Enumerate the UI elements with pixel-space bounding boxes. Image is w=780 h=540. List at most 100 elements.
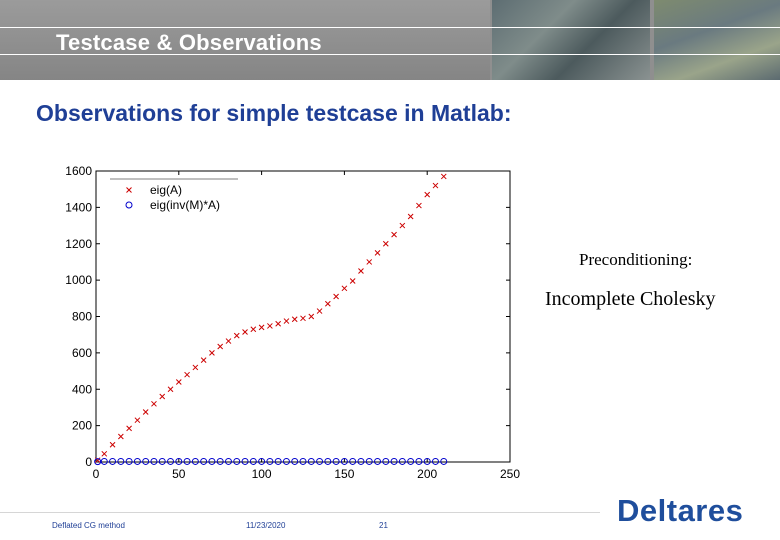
eig-precond-point <box>158 457 166 465</box>
eig-precond-point <box>258 457 266 465</box>
eig-a-point <box>374 249 381 256</box>
eig-a-point <box>167 386 174 393</box>
eig-a-point <box>159 393 166 400</box>
eig-a-point <box>142 409 149 415</box>
eig-precond-point <box>183 457 191 465</box>
eig-a-point <box>109 441 116 448</box>
footer-page-number: 21 <box>379 521 388 530</box>
eig-precond-point <box>94 458 102 466</box>
eig-precond-point <box>100 457 108 465</box>
legend-label-eig-precond: eig(inv(M)*A) <box>150 198 220 212</box>
eig-precond-point <box>167 457 175 465</box>
eig-precond-point <box>224 457 232 465</box>
eig-a-point <box>101 450 108 457</box>
footer-title: Deflated CG method <box>52 521 125 530</box>
eig-a-point <box>217 343 224 350</box>
legend-marker-eig-a <box>126 187 132 193</box>
y-tick-label: 1600 <box>65 164 92 178</box>
eigenvalue-scatter-chart: 0 50 100 150 200 250 0 200 400 600 800 1000 1200 1400… <box>65 164 520 481</box>
eig-precond-point <box>415 457 423 465</box>
eig-a-point <box>242 329 248 335</box>
eig-precond-point <box>142 457 150 465</box>
eig-a-point <box>391 231 397 238</box>
footer-divider <box>0 512 600 513</box>
eig-precond-point <box>307 457 315 465</box>
aerial-photo <box>654 0 780 80</box>
eig-a-point <box>275 320 282 327</box>
eig-a-point <box>349 278 356 284</box>
footer-date: 11/23/2020 <box>246 521 286 530</box>
eig-a-point <box>175 379 182 385</box>
eig-precond-point <box>340 457 348 465</box>
eig-a-point <box>366 259 373 265</box>
y-tick-label: 200 <box>72 419 92 433</box>
eig-precond-point <box>423 457 431 465</box>
eig-precond-point <box>332 457 340 465</box>
y-tick-label: 1400 <box>65 200 92 214</box>
eig-precond-point <box>109 457 117 465</box>
plot-frame <box>95 170 511 463</box>
slide-header-title: Testcase & Observations <box>56 30 322 55</box>
eig-precond-point <box>117 457 125 465</box>
eig-precond-point <box>249 457 257 465</box>
header-bottom-line <box>0 54 780 55</box>
eig-a-point <box>283 318 290 324</box>
eig-precond-point <box>175 457 183 465</box>
eig-a-point <box>250 326 257 333</box>
eig-a-point <box>258 324 265 331</box>
legend-label-eig-a: eig(A) <box>150 183 182 197</box>
eig-precond-point <box>407 457 415 465</box>
eig-precond-point <box>241 457 249 465</box>
eig-precond-point <box>382 457 390 465</box>
eig-precond-point <box>216 457 224 465</box>
eig-precond-point <box>191 457 199 465</box>
y-tick-label: 600 <box>72 346 92 360</box>
eig-precond-point <box>200 457 208 465</box>
eig-a-point <box>358 268 364 274</box>
eig-a-point <box>432 182 439 189</box>
eig-precond-point <box>291 457 299 465</box>
y-tick-label: 800 <box>72 310 92 324</box>
eig-precond-point <box>398 457 406 465</box>
x-tick-label: 150 <box>334 467 354 481</box>
eig-precond-point <box>282 457 290 465</box>
eig-a-point <box>416 202 422 209</box>
x-tick-label: 100 <box>252 467 272 481</box>
eig-precond-point <box>233 457 241 465</box>
eig-precond-point <box>357 457 365 465</box>
eig-a-point <box>333 293 339 300</box>
x-tick-label: 50 <box>172 467 186 481</box>
eig-precond-point <box>440 457 448 465</box>
eig-a-point <box>382 240 389 247</box>
eig-precond-point <box>374 457 382 465</box>
eig-precond-point <box>316 457 324 465</box>
eig-precond-point <box>266 457 274 465</box>
eig-precond-point <box>390 457 398 465</box>
eig-precond-point <box>150 457 158 465</box>
x-tick-label: 200 <box>417 467 437 481</box>
eig-a-point <box>407 213 414 220</box>
eig-a-point <box>225 338 232 344</box>
eig-a-point <box>316 308 323 314</box>
eig-precond-point <box>208 457 216 465</box>
eig-precond-point <box>125 457 133 465</box>
y-tick-label: 400 <box>72 382 92 396</box>
preconditioning-label: Preconditioning: <box>579 250 693 269</box>
eig-a-point <box>341 285 348 292</box>
eig-precond-point <box>365 457 373 465</box>
eig-precond-point <box>431 457 439 465</box>
deltares-logo: Deltares <box>617 493 744 528</box>
y-tick-label: 1000 <box>65 273 92 287</box>
eig-a-point <box>117 433 124 440</box>
eig-precond-point <box>349 457 357 465</box>
eig-a-point <box>324 300 331 307</box>
eig-precond-point <box>274 457 282 465</box>
header-bar: Testcase & Observations <box>0 0 780 80</box>
eig-a-point <box>424 191 431 198</box>
eig-a-point <box>126 425 132 432</box>
eig-precond-point <box>324 457 332 465</box>
eig-a-point <box>209 350 215 356</box>
eig-a-point <box>134 417 141 424</box>
header-band <box>0 0 490 80</box>
x-tick-label: 250 <box>500 467 520 481</box>
